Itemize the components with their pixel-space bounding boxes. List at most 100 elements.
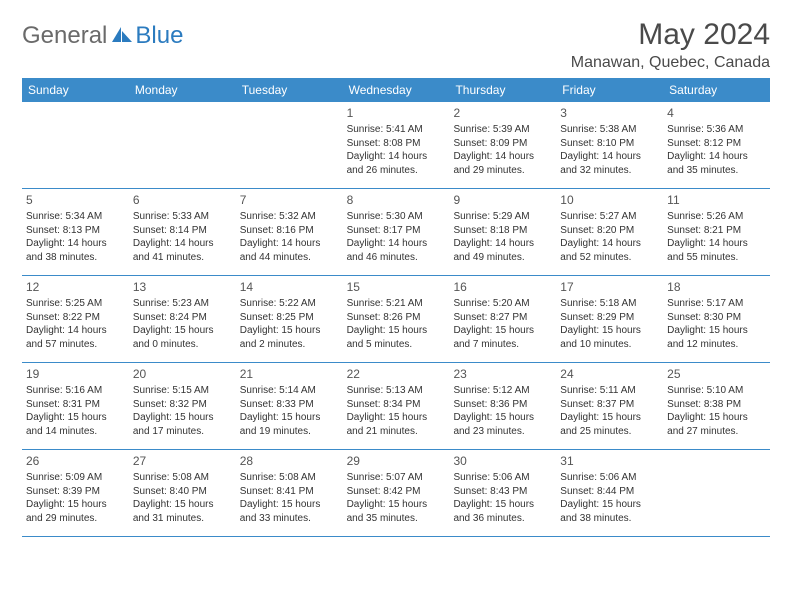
day-sunset: Sunset: 8:16 PM [240,224,339,238]
day-sunrise: Sunrise: 5:27 AM [560,210,659,224]
day-daylight1: Daylight: 14 hours [453,150,552,164]
day-sunrise: Sunrise: 5:32 AM [240,210,339,224]
day-sunrise: Sunrise: 5:22 AM [240,297,339,311]
week-row: 12Sunrise: 5:25 AMSunset: 8:22 PMDayligh… [22,276,770,363]
day-daylight1: Daylight: 14 hours [667,237,766,251]
day-cell: 19Sunrise: 5:16 AMSunset: 8:31 PMDayligh… [22,363,129,449]
day-daylight2: and 55 minutes. [667,251,766,265]
day-sunset: Sunset: 8:24 PM [133,311,232,325]
day-daylight1: Daylight: 14 hours [667,150,766,164]
day-sunset: Sunset: 8:14 PM [133,224,232,238]
weekday-thursday: Thursday [449,78,556,102]
day-cell: 14Sunrise: 5:22 AMSunset: 8:25 PMDayligh… [236,276,343,362]
day-daylight2: and 7 minutes. [453,338,552,352]
day-cell: 27Sunrise: 5:08 AMSunset: 8:40 PMDayligh… [129,450,236,536]
day-number: 23 [453,366,552,382]
logo-text-general: General [22,22,107,50]
day-daylight2: and 21 minutes. [347,425,446,439]
day-sunrise: Sunrise: 5:20 AM [453,297,552,311]
day-sunset: Sunset: 8:22 PM [26,311,125,325]
week-row: 19Sunrise: 5:16 AMSunset: 8:31 PMDayligh… [22,363,770,450]
day-daylight2: and 36 minutes. [453,512,552,526]
day-sunrise: Sunrise: 5:39 AM [453,123,552,137]
day-cell: 21Sunrise: 5:14 AMSunset: 8:33 PMDayligh… [236,363,343,449]
day-number: 28 [240,453,339,469]
day-sunrise: Sunrise: 5:09 AM [26,471,125,485]
day-daylight2: and 2 minutes. [240,338,339,352]
day-daylight1: Daylight: 14 hours [347,150,446,164]
day-number: 4 [667,105,766,121]
day-daylight2: and 31 minutes. [133,512,232,526]
day-cell: 5Sunrise: 5:34 AMSunset: 8:13 PMDaylight… [22,189,129,275]
day-number: 13 [133,279,232,295]
day-sunrise: Sunrise: 5:10 AM [667,384,766,398]
weekday-friday: Friday [556,78,663,102]
day-sunset: Sunset: 8:20 PM [560,224,659,238]
day-sunset: Sunset: 8:10 PM [560,137,659,151]
day-cell: 11Sunrise: 5:26 AMSunset: 8:21 PMDayligh… [663,189,770,275]
day-daylight2: and 38 minutes. [560,512,659,526]
day-number: 3 [560,105,659,121]
day-cell [236,102,343,188]
calendar-page: General Blue May 2024 Manawan, Quebec, C… [0,0,792,537]
day-number: 17 [560,279,659,295]
day-cell: 9Sunrise: 5:29 AMSunset: 8:18 PMDaylight… [449,189,556,275]
day-daylight2: and 35 minutes. [347,512,446,526]
day-sunrise: Sunrise: 5:08 AM [240,471,339,485]
day-sunrise: Sunrise: 5:17 AM [667,297,766,311]
day-sunset: Sunset: 8:38 PM [667,398,766,412]
day-cell: 16Sunrise: 5:20 AMSunset: 8:27 PMDayligh… [449,276,556,362]
day-sunrise: Sunrise: 5:23 AM [133,297,232,311]
day-number: 2 [453,105,552,121]
day-sunset: Sunset: 8:37 PM [560,398,659,412]
day-sunset: Sunset: 8:33 PM [240,398,339,412]
day-daylight2: and 57 minutes. [26,338,125,352]
day-daylight1: Daylight: 15 hours [133,411,232,425]
day-daylight2: and 33 minutes. [240,512,339,526]
weekday-monday: Monday [129,78,236,102]
day-sunrise: Sunrise: 5:34 AM [26,210,125,224]
day-sunrise: Sunrise: 5:12 AM [453,384,552,398]
day-sunrise: Sunrise: 5:21 AM [347,297,446,311]
day-cell: 6Sunrise: 5:33 AMSunset: 8:14 PMDaylight… [129,189,236,275]
day-daylight2: and 26 minutes. [347,164,446,178]
day-sunrise: Sunrise: 5:13 AM [347,384,446,398]
day-cell: 29Sunrise: 5:07 AMSunset: 8:42 PMDayligh… [343,450,450,536]
day-sunset: Sunset: 8:17 PM [347,224,446,238]
logo-text-blue: Blue [135,22,183,50]
day-sunset: Sunset: 8:12 PM [667,137,766,151]
day-daylight1: Daylight: 15 hours [560,324,659,338]
day-number: 9 [453,192,552,208]
day-sunrise: Sunrise: 5:11 AM [560,384,659,398]
day-sunset: Sunset: 8:25 PM [240,311,339,325]
day-daylight1: Daylight: 14 hours [347,237,446,251]
day-number: 6 [133,192,232,208]
day-daylight1: Daylight: 15 hours [240,498,339,512]
day-daylight1: Daylight: 14 hours [240,237,339,251]
logo: General Blue [22,18,183,50]
day-daylight2: and 49 minutes. [453,251,552,265]
day-cell: 28Sunrise: 5:08 AMSunset: 8:41 PMDayligh… [236,450,343,536]
day-sunrise: Sunrise: 5:26 AM [667,210,766,224]
day-daylight1: Daylight: 15 hours [453,498,552,512]
day-daylight1: Daylight: 15 hours [347,498,446,512]
day-daylight2: and 25 minutes. [560,425,659,439]
day-cell: 25Sunrise: 5:10 AMSunset: 8:38 PMDayligh… [663,363,770,449]
day-cell: 31Sunrise: 5:06 AMSunset: 8:44 PMDayligh… [556,450,663,536]
day-sunrise: Sunrise: 5:18 AM [560,297,659,311]
day-cell: 26Sunrise: 5:09 AMSunset: 8:39 PMDayligh… [22,450,129,536]
day-sunrise: Sunrise: 5:33 AM [133,210,232,224]
title-block: May 2024 Manawan, Quebec, Canada [571,18,770,72]
calendar: Sunday Monday Tuesday Wednesday Thursday… [22,78,770,537]
day-daylight2: and 12 minutes. [667,338,766,352]
day-daylight1: Daylight: 15 hours [347,411,446,425]
month-title: May 2024 [571,18,770,52]
day-daylight1: Daylight: 15 hours [26,498,125,512]
day-cell: 4Sunrise: 5:36 AMSunset: 8:12 PMDaylight… [663,102,770,188]
day-sunrise: Sunrise: 5:41 AM [347,123,446,137]
day-cell [129,102,236,188]
day-daylight2: and 27 minutes. [667,425,766,439]
day-number: 31 [560,453,659,469]
day-number: 16 [453,279,552,295]
day-sunset: Sunset: 8:13 PM [26,224,125,238]
